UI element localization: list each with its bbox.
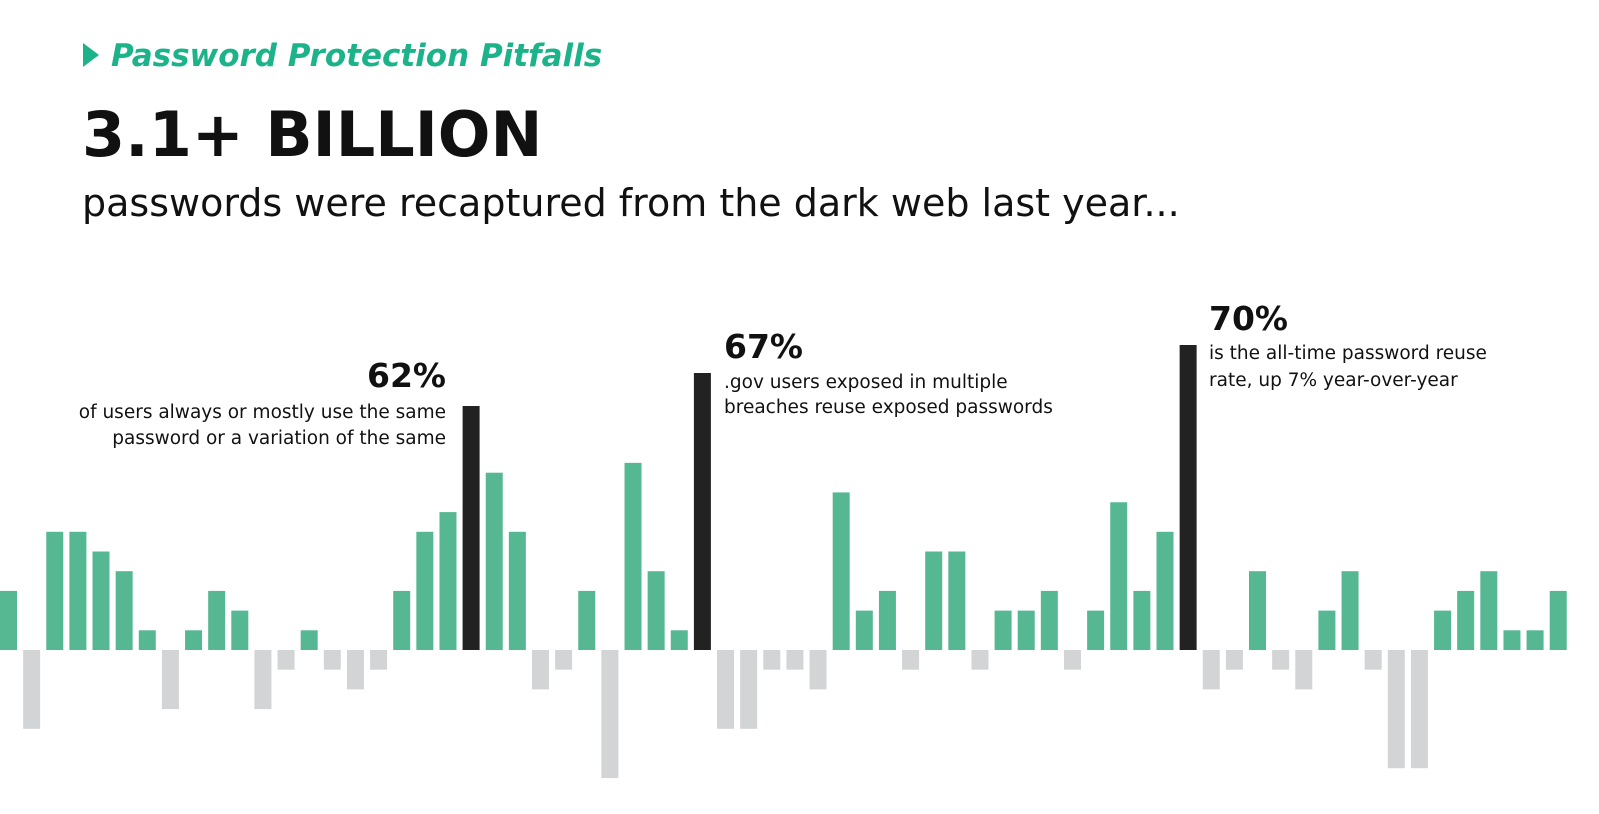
decor-bar bbox=[647, 571, 665, 650]
decor-bar bbox=[439, 512, 457, 650]
decor-bar bbox=[300, 630, 318, 650]
decor-bar bbox=[1295, 650, 1313, 690]
decor-bar bbox=[1410, 650, 1428, 769]
decor-bar bbox=[855, 610, 873, 650]
decor-bar bbox=[185, 630, 203, 650]
decor-bar bbox=[1202, 650, 1220, 690]
stat-text: .gov users exposed in multiple bbox=[724, 372, 1008, 393]
decor-bar bbox=[693, 373, 711, 650]
decor-bar bbox=[1017, 610, 1035, 650]
decorative-bars bbox=[0, 345, 1567, 779]
decor-bar bbox=[393, 590, 411, 650]
decor-bar bbox=[994, 610, 1012, 650]
decor-bar bbox=[555, 650, 573, 670]
decor-bar bbox=[1503, 630, 1521, 650]
decor-bar bbox=[786, 650, 804, 670]
decor-bar bbox=[1434, 610, 1452, 650]
decor-bar bbox=[670, 630, 688, 650]
decor-bar bbox=[208, 590, 226, 650]
decor-bar bbox=[1526, 630, 1544, 650]
decor-bar bbox=[1179, 345, 1197, 650]
decor-bar bbox=[370, 650, 388, 670]
decor-bar bbox=[254, 650, 272, 710]
decor-bar bbox=[1133, 590, 1151, 650]
decor-bar bbox=[902, 650, 920, 670]
decor-bar bbox=[971, 650, 989, 670]
decor-bar bbox=[1480, 571, 1498, 650]
kicker: Password Protection Pitfalls bbox=[111, 38, 602, 74]
decor-bar bbox=[416, 531, 434, 650]
decor-bar bbox=[948, 551, 966, 650]
decor-bar bbox=[740, 650, 758, 729]
decor-bar bbox=[717, 650, 735, 729]
decor-bar bbox=[1156, 531, 1174, 650]
decor-bar bbox=[23, 650, 41, 729]
stat-value: 62% bbox=[367, 356, 446, 395]
decor-bar bbox=[0, 590, 17, 650]
stat-text: of users always or mostly use the same bbox=[79, 402, 446, 423]
kicker-arrow bbox=[83, 43, 99, 67]
decor-bar bbox=[69, 531, 87, 650]
decor-bar bbox=[1341, 571, 1359, 650]
decor-bar bbox=[92, 551, 110, 650]
decor-bar bbox=[1364, 650, 1382, 670]
stat-value: 70% bbox=[1209, 299, 1288, 338]
subtitle: passwords were recaptured from the dark … bbox=[82, 181, 1180, 225]
decor-bar bbox=[763, 650, 781, 670]
decor-bar bbox=[832, 492, 850, 650]
decor-bar bbox=[1457, 590, 1475, 650]
stat-text: password or a variation of the same bbox=[112, 428, 446, 449]
headline: 3.1+ BILLION bbox=[82, 98, 542, 171]
decor-bar bbox=[1318, 610, 1336, 650]
decor-bar bbox=[115, 571, 133, 650]
decor-bar bbox=[277, 650, 295, 670]
decor-bar bbox=[46, 531, 64, 650]
decor-bar bbox=[462, 406, 480, 650]
decor-bar bbox=[161, 650, 179, 710]
decor-bar bbox=[601, 650, 619, 779]
decor-bar bbox=[1040, 590, 1058, 650]
decor-bar bbox=[323, 650, 341, 670]
decor-bar bbox=[578, 590, 596, 650]
decor-bar bbox=[1249, 571, 1267, 650]
decor-bar bbox=[1549, 590, 1567, 650]
decor-bar bbox=[231, 610, 249, 650]
decor-bar bbox=[1225, 650, 1243, 670]
decor-bar bbox=[346, 650, 364, 690]
decor-bar bbox=[1387, 650, 1405, 769]
decor-bar bbox=[485, 472, 503, 650]
stat-text: rate, up 7% year-over-year bbox=[1209, 370, 1458, 391]
decor-bar bbox=[1272, 650, 1290, 670]
stat-value: 67% bbox=[724, 327, 803, 366]
stat-text: is the all-time password reuse bbox=[1209, 343, 1487, 364]
decor-bar bbox=[1063, 650, 1081, 670]
decor-bar bbox=[138, 630, 156, 650]
decor-bar bbox=[1087, 610, 1105, 650]
decor-bar bbox=[809, 650, 827, 690]
decor-bar bbox=[878, 590, 896, 650]
decor-bar bbox=[624, 462, 642, 650]
decor-bar bbox=[531, 650, 549, 690]
decor-bar bbox=[925, 551, 943, 650]
stat-text: breaches reuse exposed passwords bbox=[724, 397, 1053, 418]
decor-bar bbox=[508, 531, 526, 650]
decor-bar bbox=[1110, 502, 1128, 650]
